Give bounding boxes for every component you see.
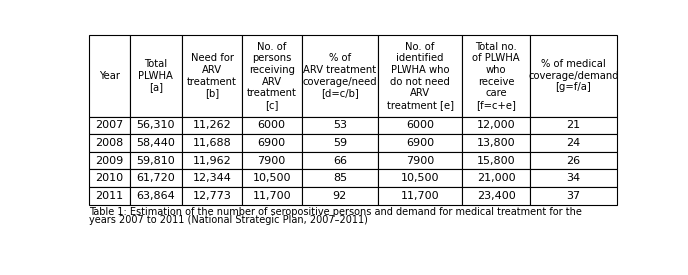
Bar — [182, 35, 242, 117]
Text: 24: 24 — [566, 138, 581, 148]
Text: 7900: 7900 — [257, 156, 286, 166]
Bar — [182, 187, 242, 205]
Text: 2011: 2011 — [95, 191, 123, 201]
Text: Table 1: Estimation of the number of seropositive persons and demand for medical: Table 1: Estimation of the number of ser… — [89, 207, 581, 217]
Text: % of
ARV treatment
coverage/need
[d=c/b]: % of ARV treatment coverage/need [d=c/b] — [303, 53, 377, 98]
Text: 59: 59 — [333, 138, 347, 148]
Text: 34: 34 — [566, 173, 581, 183]
Text: 23,400: 23,400 — [477, 191, 515, 201]
Text: 13,800: 13,800 — [477, 138, 515, 148]
Bar — [89, 169, 129, 187]
Bar — [530, 152, 616, 169]
Bar — [530, 169, 616, 187]
Bar — [378, 187, 462, 205]
Bar — [462, 117, 530, 134]
Bar — [462, 134, 530, 152]
Text: 12,000: 12,000 — [477, 120, 515, 130]
Bar — [242, 152, 301, 169]
Bar — [89, 152, 129, 169]
Text: 21,000: 21,000 — [477, 173, 515, 183]
Text: 2007: 2007 — [95, 120, 123, 130]
Bar — [242, 35, 301, 117]
Text: 11,962: 11,962 — [193, 156, 231, 166]
Bar — [129, 187, 182, 205]
Text: 12,773: 12,773 — [193, 191, 232, 201]
Text: 12,344: 12,344 — [193, 173, 232, 183]
Bar — [378, 35, 462, 117]
Text: 6900: 6900 — [257, 138, 286, 148]
Bar — [462, 35, 530, 117]
Text: 58,440: 58,440 — [136, 138, 175, 148]
Text: 15,800: 15,800 — [477, 156, 515, 166]
Bar — [89, 134, 129, 152]
Text: 6000: 6000 — [258, 120, 286, 130]
Text: 7900: 7900 — [406, 156, 434, 166]
Text: 2010: 2010 — [95, 173, 123, 183]
Text: 37: 37 — [566, 191, 581, 201]
Bar — [129, 134, 182, 152]
Bar — [301, 117, 378, 134]
Text: 53: 53 — [333, 120, 347, 130]
Bar — [182, 169, 242, 187]
Text: 61,720: 61,720 — [136, 173, 175, 183]
Bar — [530, 134, 616, 152]
Bar — [89, 117, 129, 134]
Bar — [301, 35, 378, 117]
Bar — [378, 117, 462, 134]
Bar — [301, 187, 378, 205]
Text: Total
PLWHA
[a]: Total PLWHA [a] — [138, 59, 173, 92]
Text: Year: Year — [98, 71, 120, 81]
Text: 11,688: 11,688 — [193, 138, 231, 148]
Text: 2008: 2008 — [95, 138, 123, 148]
Bar — [530, 187, 616, 205]
Bar — [462, 169, 530, 187]
Text: 92: 92 — [333, 191, 347, 201]
Text: 11,700: 11,700 — [252, 191, 291, 201]
Bar — [182, 152, 242, 169]
Bar — [129, 169, 182, 187]
Bar — [301, 169, 378, 187]
Bar — [129, 117, 182, 134]
Bar — [530, 117, 616, 134]
Text: No. of
persons
receiving
ARV
treatment
[c]: No. of persons receiving ARV treatment [… — [247, 42, 297, 110]
Bar — [378, 134, 462, 152]
Bar — [182, 117, 242, 134]
Bar — [462, 187, 530, 205]
Bar — [301, 152, 378, 169]
Text: 10,500: 10,500 — [401, 173, 440, 183]
Bar — [530, 35, 616, 117]
Bar — [129, 152, 182, 169]
Bar — [462, 152, 530, 169]
Bar — [242, 169, 301, 187]
Bar — [89, 35, 129, 117]
Text: Need for
ARV
treatment
[b]: Need for ARV treatment [b] — [187, 53, 237, 98]
Text: Total no.
of PLWHA
who
receive
care
[f=c+e]: Total no. of PLWHA who receive care [f=c… — [473, 42, 520, 110]
Text: 56,310: 56,310 — [137, 120, 175, 130]
Bar — [182, 134, 242, 152]
Text: 85: 85 — [333, 173, 347, 183]
Text: No. of
identified
PLWHA who
do not need
ARV
treatment [e]: No. of identified PLWHA who do not need … — [387, 42, 453, 110]
Text: 6000: 6000 — [406, 120, 434, 130]
Text: 59,810: 59,810 — [136, 156, 175, 166]
Text: years 2007 to 2011 (National Strategic Plan, 2007–2011): years 2007 to 2011 (National Strategic P… — [89, 215, 367, 225]
Text: 2009: 2009 — [95, 156, 123, 166]
Bar — [378, 152, 462, 169]
Text: % of medical
coverage/demand
[g=f/a]: % of medical coverage/demand [g=f/a] — [528, 59, 619, 92]
Text: 6900: 6900 — [406, 138, 434, 148]
Bar — [301, 134, 378, 152]
Text: 11,700: 11,700 — [401, 191, 440, 201]
Bar — [242, 187, 301, 205]
Text: 10,500: 10,500 — [252, 173, 291, 183]
Text: 21: 21 — [566, 120, 581, 130]
Bar — [129, 35, 182, 117]
Text: 11,262: 11,262 — [193, 120, 231, 130]
Bar — [378, 169, 462, 187]
Text: 26: 26 — [566, 156, 581, 166]
Text: 66: 66 — [333, 156, 347, 166]
Bar — [89, 187, 129, 205]
Bar — [242, 117, 301, 134]
Text: 63,864: 63,864 — [136, 191, 175, 201]
Bar — [242, 134, 301, 152]
